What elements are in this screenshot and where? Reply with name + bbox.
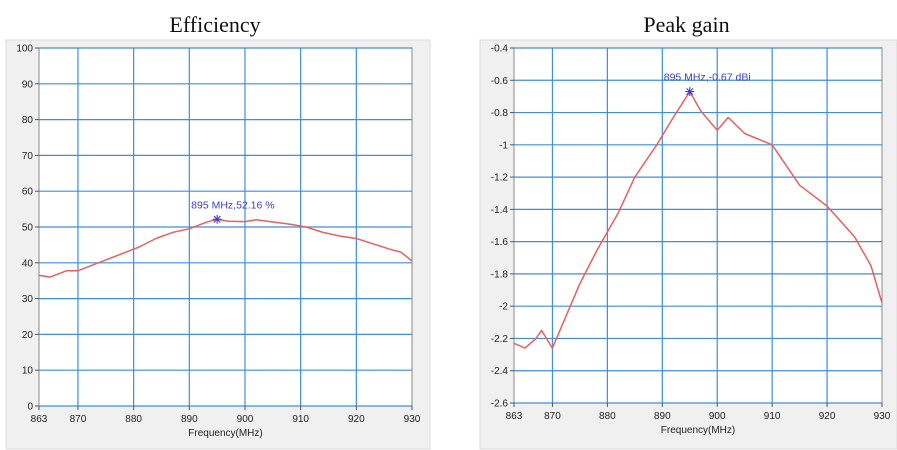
x-tick-label: 910 [764,411,781,422]
y-tick-label: 60 [22,187,34,198]
series-line [513,90,883,349]
x-tick-label: 920 [348,414,365,425]
y-tick-label: -2.4 [491,366,509,377]
y-tick-label: 20 [22,330,34,341]
y-tick-label: -0.4 [491,44,509,55]
marker-label: 895 MHz,52.16 % [191,199,274,211]
y-tick-label: 10 [22,366,34,377]
x-tick-label: 880 [125,414,142,425]
y-tick-label: 30 [22,294,34,305]
y-tick-label: -2.2 [491,334,509,345]
x-tick-label: 920 [819,411,836,422]
chart-title: Peak gain [643,12,730,37]
y-tick-label: -1.2 [491,173,509,184]
x-tick-label: 870 [70,414,87,425]
x-tick-label: 890 [181,414,198,425]
x-tick-label: 930 [874,411,891,422]
x-tick-label: 900 [709,411,726,422]
y-tick-label: 90 [22,79,34,90]
y-tick-label: -1.4 [491,205,509,216]
x-tick-label: 880 [599,411,616,422]
x-axis-title: Frequency(MHz) [661,425,735,436]
x-tick-label: 930 [404,414,421,425]
peak-marker [685,87,695,97]
x-tick-label: 870 [544,411,561,422]
x-tick-label: 910 [292,414,309,425]
x-axis-title: Frequency(MHz) [188,428,262,439]
grid [514,47,882,404]
y-tick-label: 50 [22,223,34,234]
y-tick-label: 0 [27,402,33,413]
x-tick-label: 900 [237,414,254,425]
x-tick-label: 890 [654,411,671,422]
marker-d2 [213,215,221,223]
marker-label: 895 MHz,-0.67 dBi [664,72,751,84]
efficiency-chart: 0 10 20 30 40 50 60 70 80 90 100 863 870 880 890 900 910… [5,39,431,450]
y-tick-label: 40 [22,258,34,269]
y-tick-label: -1 [499,140,508,151]
y-tick-label: 100 [16,44,33,55]
peak-gain-panel: Peak gain -2.6 -2.4 -2.2 -2 -1.8 -1.6 -1.4 -1.2… [476,0,897,450]
y-tick-label: -0.8 [491,108,509,119]
series-line [38,218,413,278]
y-tick-label: -2 [499,302,508,313]
marker-d2 [686,87,694,96]
efficiency-panel: Efficiency 0 10 20 30 40 50 60 70 80 90 100 863 870 8… [0,0,431,450]
y-tick-label: -1.6 [491,237,509,248]
y-tick-label: 80 [22,115,34,126]
peak-gain-chart: -2.6 -2.4 -2.2 -2 -1.8 -1.6 -1.4 -1.2 -1 -0.8 -0.6… [479,39,897,450]
y-tick-label: 70 [22,151,34,162]
peak-marker [212,214,222,224]
grid [39,47,412,407]
y-tick-label: -2.6 [491,399,509,410]
chart-title: Efficiency [169,12,261,37]
x-tick-label: 863 [506,411,523,422]
x-tick-label: 863 [31,414,48,425]
y-tick-label: -1.8 [491,269,509,280]
y-tick-label: -0.6 [491,76,509,87]
